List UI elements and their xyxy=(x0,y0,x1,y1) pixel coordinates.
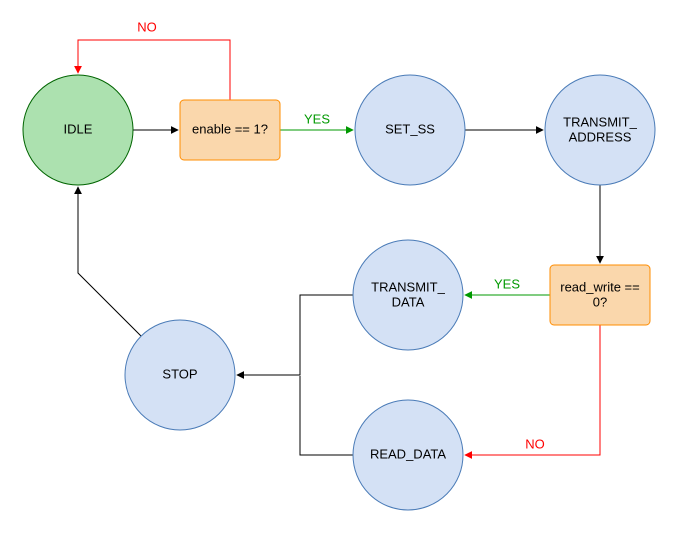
svg-text:0?: 0? xyxy=(593,294,607,309)
svg-text:IDLE: IDLE xyxy=(64,121,93,136)
edge-label-rw-no: NO xyxy=(525,436,545,451)
edge-label-rw-yes: YES xyxy=(494,276,520,291)
svg-text:READ_DATA: READ_DATA xyxy=(370,446,446,461)
svg-text:DATA: DATA xyxy=(392,294,425,309)
node-transmit-data: TRANSMIT_ DATA xyxy=(353,240,463,350)
node-set-ss: SET_SS xyxy=(355,75,465,185)
edge-readdata-to-stop xyxy=(300,376,353,455)
node-transmit-address: TRANSMIT_ ADDRESS xyxy=(545,75,655,185)
svg-text:SET_SS: SET_SS xyxy=(385,121,435,136)
svg-text:read_write ==: read_write == xyxy=(560,279,640,294)
svg-text:ADDRESS: ADDRESS xyxy=(569,129,632,144)
state-diagram: NO YES YES NO IDLE enable == 1? SET_SS T… xyxy=(0,0,691,540)
svg-text:TRANSMIT_: TRANSMIT_ xyxy=(371,279,445,294)
node-read-write-check: read_write == 0? xyxy=(550,265,650,325)
svg-text:TRANSMIT_: TRANSMIT_ xyxy=(563,114,637,129)
node-idle: IDLE xyxy=(23,75,133,185)
svg-text:STOP: STOP xyxy=(162,366,197,381)
node-stop: STOP xyxy=(125,320,235,430)
edge-stop-to-idle xyxy=(78,187,141,336)
edge-label-enable-yes: YES xyxy=(304,111,330,126)
edge-txdata-to-stop xyxy=(237,295,353,375)
svg-text:enable == 1?: enable == 1? xyxy=(192,121,268,136)
edge-label-enable-no: NO xyxy=(137,19,157,34)
node-read-data: READ_DATA xyxy=(353,400,463,510)
node-enable-check: enable == 1? xyxy=(180,100,280,160)
